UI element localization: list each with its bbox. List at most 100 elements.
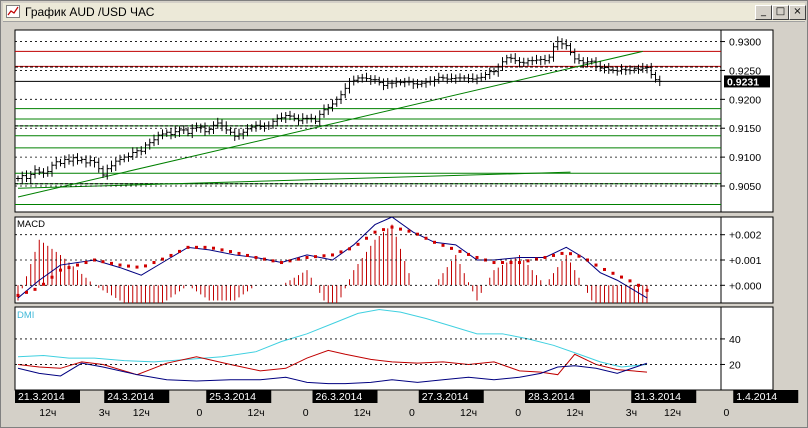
price-bar [407, 76, 411, 86]
price-bar [343, 83, 348, 99]
price-bar [543, 54, 547, 65]
price-bar [186, 127, 190, 137]
minimize-button[interactable]: _ [755, 5, 772, 20]
hour-label: 12ч [354, 407, 371, 419]
price-bar [445, 73, 450, 84]
price-bar [169, 128, 173, 140]
price-bar [632, 65, 637, 74]
price-bar [424, 77, 428, 88]
price-bar [156, 131, 161, 145]
macd-signal-dot [169, 253, 173, 257]
hour-label: 12ч [248, 407, 265, 419]
title-bar[interactable]: График AUD /USD ЧАС _ □ × [3, 3, 806, 22]
macd-signal-dot [84, 261, 88, 265]
price-tick-label: 0.9200 [729, 94, 761, 106]
date-label-box [733, 390, 799, 403]
price-bar [271, 118, 275, 129]
price-bar [462, 75, 467, 81]
date-label: 28.3.2014 [528, 391, 575, 403]
price-bar [300, 113, 305, 125]
price-bar [521, 57, 526, 67]
macd-signal-dot [501, 261, 504, 265]
macd-signal-dot [526, 259, 530, 263]
macd-signal-dot [76, 263, 79, 267]
price-bar [513, 53, 518, 65]
price-bar [411, 78, 416, 89]
price-bar [390, 79, 394, 89]
price-tick-label: 0.9150 [729, 123, 761, 135]
price-bar [619, 64, 624, 75]
price-bar [75, 153, 80, 165]
price-bar [657, 75, 662, 87]
price-bar [645, 64, 649, 74]
chart-app-icon [6, 5, 20, 18]
macd-tick-label: +0.002 [729, 230, 762, 242]
price-bar [41, 168, 46, 178]
price-bar [92, 157, 97, 168]
hour-label: 0 [197, 407, 203, 419]
price-bar [530, 56, 535, 66]
hour-label: 12ч [460, 407, 477, 419]
price-bar [330, 99, 335, 112]
macd-signal-dot [509, 261, 513, 265]
hour-label: 3ч [626, 407, 637, 419]
macd-signal-dot [212, 246, 215, 250]
price-bar [288, 110, 292, 121]
macd-signal-dot [144, 264, 147, 268]
macd-signal-dot [118, 263, 122, 267]
price-bar [585, 57, 590, 67]
macd-signal-dot [161, 257, 164, 261]
date-label-box [206, 390, 272, 403]
price-tick-label: 0.9100 [729, 152, 761, 164]
price-bar [143, 142, 148, 155]
macd-signal-dot [518, 261, 521, 265]
price-bar [305, 114, 309, 124]
macd-signal-dot [645, 288, 649, 292]
macd-signal-dot [288, 259, 292, 263]
date-label-box [104, 390, 170, 403]
price-bar [653, 71, 658, 83]
price-bar [436, 72, 441, 84]
date-label: 26.3.2014 [316, 391, 363, 403]
price-bar [415, 79, 420, 89]
macd-line [17, 217, 648, 299]
panel-plot-area [15, 36, 721, 205]
date-label-box [15, 390, 80, 403]
macd-signal-dot [314, 255, 317, 259]
macd-signal-dot [50, 275, 54, 279]
price-bar [16, 175, 20, 182]
macd-signal-dot [348, 247, 351, 251]
price-bar [347, 77, 352, 94]
macd-signal-dot [620, 275, 623, 279]
macd-signal-dot [365, 236, 368, 240]
macd-signal-dot [543, 255, 547, 259]
price-bar [547, 54, 552, 64]
dmi-adx-line [17, 309, 648, 368]
price-bar [24, 170, 29, 182]
macd-signal-dot [263, 257, 266, 261]
macd-signal-dot [603, 267, 606, 271]
date-label: 31.3.2014 [634, 391, 681, 403]
maximize-button[interactable]: □ [772, 5, 789, 20]
macd-tick-label: +0.001 [729, 255, 762, 267]
macd-signal-dot [467, 252, 470, 256]
date-label-box [631, 390, 697, 403]
price-bar [67, 154, 71, 165]
macd-signal-dot [390, 225, 394, 229]
date-label: 24.3.2014 [107, 391, 154, 403]
price-bar [241, 128, 246, 140]
hour-label: 0 [724, 407, 730, 419]
macd-signal-dot [458, 249, 462, 253]
close-button[interactable]: × [789, 5, 806, 20]
price-bar [71, 154, 76, 167]
hour-label: 3ч [99, 407, 110, 419]
price-bar [432, 76, 437, 87]
hour-label: 0 [515, 407, 521, 419]
hour-label: 0 [303, 407, 309, 419]
macd-signal-dot [246, 253, 249, 257]
macd-signal-dot [67, 266, 71, 270]
current-price-label: 0.9231 [727, 76, 759, 88]
date-label: 25.3.2014 [209, 391, 256, 403]
macd-signal-dot [637, 283, 640, 287]
